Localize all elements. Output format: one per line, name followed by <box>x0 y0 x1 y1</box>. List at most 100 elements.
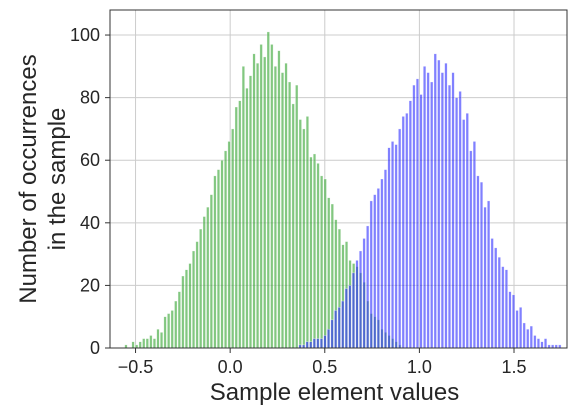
x-tick-label: 1.5 <box>501 357 526 377</box>
histogram-bar <box>419 94 423 349</box>
histogram-bar <box>270 44 274 349</box>
histogram-bar <box>451 72 455 349</box>
histogram-bar <box>142 338 146 349</box>
histogram-bar <box>241 66 245 349</box>
histogram-bar <box>487 200 491 349</box>
histogram-bar <box>341 300 345 349</box>
histogram-bar <box>312 338 316 349</box>
histogram-bar <box>394 144 398 349</box>
histogram-bar <box>277 50 281 349</box>
histogram-bar <box>216 169 220 349</box>
histogram-bar <box>544 338 548 349</box>
histogram-bar <box>465 113 469 349</box>
histogram-bar <box>263 56 267 349</box>
histogram-bar <box>309 156 313 349</box>
histogram-bar <box>199 228 203 349</box>
histogram-bar <box>252 53 256 349</box>
histogram-bar <box>323 335 327 349</box>
x-axis-title: Sample element values <box>210 379 459 406</box>
histogram-bar <box>398 128 402 349</box>
histogram-bar <box>156 328 160 349</box>
y-axis-title-line-1: Number of occurrences <box>15 54 42 303</box>
histogram-bar <box>245 87 249 349</box>
histogram-bar <box>231 128 235 349</box>
histogram-bar <box>195 241 199 349</box>
histogram-bar <box>163 316 167 349</box>
histogram-bar <box>327 197 331 349</box>
histogram-bar <box>320 175 324 349</box>
y-tick-label: 100 <box>70 25 100 45</box>
histogram-bar <box>494 247 498 349</box>
histogram-bar <box>298 119 302 349</box>
histogram-bar <box>455 97 459 349</box>
histogram-bar <box>433 53 437 349</box>
histogram-bar <box>376 188 380 349</box>
histogram-bar <box>256 62 260 349</box>
histogram-bar <box>355 260 359 349</box>
histogram-bar <box>224 150 228 349</box>
histogram-bar <box>305 341 309 349</box>
histogram-bar <box>280 72 285 349</box>
x-tick-label: 0.0 <box>218 357 243 377</box>
histogram-bar <box>458 91 462 349</box>
histogram-bar <box>330 319 334 349</box>
histogram-bar <box>359 250 363 349</box>
histogram-bar <box>174 300 178 349</box>
histogram-bar <box>476 175 480 349</box>
histogram-bar <box>326 328 331 349</box>
histogram-bar <box>337 307 341 349</box>
histogram-bar <box>497 256 501 349</box>
histogram-bar <box>145 338 149 349</box>
histogram-bar <box>152 338 156 349</box>
histogram-bar <box>462 119 466 349</box>
y-axis-ticks: 0 20 40 60 80 100 <box>70 25 110 358</box>
histogram-bar <box>273 66 277 349</box>
histogram-bar <box>522 322 526 349</box>
histogram-bar <box>366 225 370 349</box>
histogram-bar <box>284 62 288 349</box>
histogram-bar <box>309 341 313 349</box>
histogram-bar <box>316 163 320 349</box>
histogram-bar <box>305 116 309 349</box>
histogram-bar <box>447 84 452 349</box>
histogram-bar <box>160 332 164 349</box>
histogram-bar <box>469 150 473 349</box>
histogram-bar <box>387 147 391 349</box>
histogram-bar <box>288 81 292 349</box>
histogram-bar <box>259 44 263 349</box>
histogram-bar <box>202 216 206 349</box>
histogram-bar <box>508 291 512 349</box>
x-tick-label: 0.5 <box>312 357 337 377</box>
histogram-bar <box>266 31 270 349</box>
histogram-bar <box>291 103 295 349</box>
histogram-bar <box>430 81 434 349</box>
histogram-bar <box>373 194 377 349</box>
histogram-bar <box>348 285 352 349</box>
histogram-bar <box>504 269 508 349</box>
histogram-bar <box>369 200 373 349</box>
histogram-bar <box>405 113 409 349</box>
histogram-bar <box>483 206 487 349</box>
histogram-bar <box>312 153 317 349</box>
histogram-bar <box>234 106 238 349</box>
histogram-bar <box>184 269 188 349</box>
y-tick-label: 0 <box>90 338 100 358</box>
histogram-bar <box>415 78 419 349</box>
histogram-bar <box>213 175 217 349</box>
y-tick-label: 60 <box>80 150 100 170</box>
histogram-bar <box>540 341 544 349</box>
histogram-bar <box>181 275 185 349</box>
y-tick-label: 20 <box>80 275 100 295</box>
histogram-bar <box>479 181 484 349</box>
histogram-bar <box>472 141 476 349</box>
histogram-bar <box>437 59 441 349</box>
histogram-bar <box>362 238 366 349</box>
histogram-bar <box>167 313 171 349</box>
histogram-bar <box>440 72 444 349</box>
histogram-bar <box>138 341 142 349</box>
histogram-bar <box>334 310 338 349</box>
histogram-bar <box>344 288 348 349</box>
histogram-bar <box>511 294 516 349</box>
